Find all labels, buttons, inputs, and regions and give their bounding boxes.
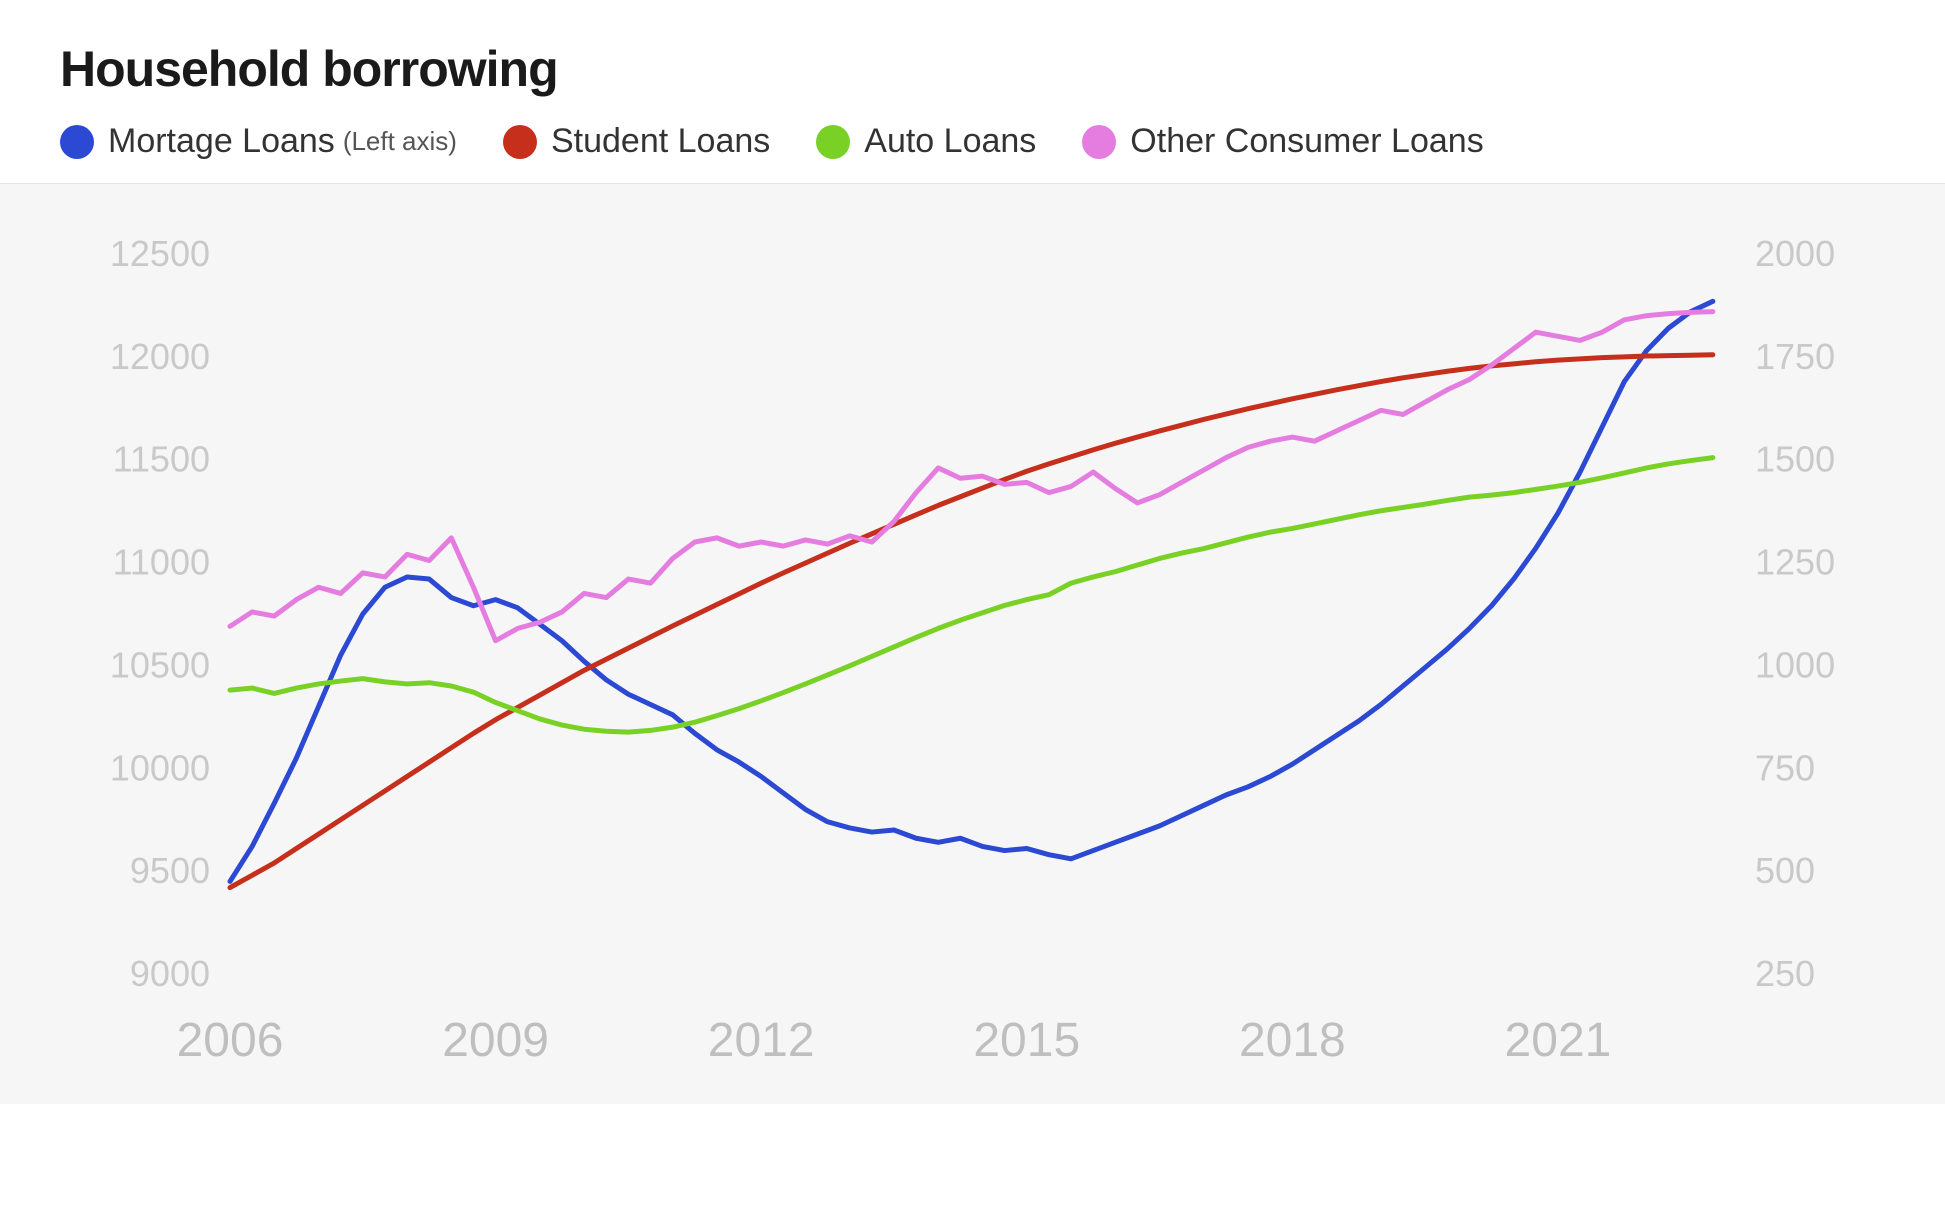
y-left-tick-label: 9500 [130, 850, 210, 891]
y-right-tick-label: 1750 [1755, 336, 1835, 377]
y-right-tick-label: 1500 [1755, 439, 1835, 480]
plot-area: 9000 9500 10000 10500 11000 11500 12000 12500 25… [0, 184, 1945, 1104]
y-left-tick-label: 9000 [130, 953, 210, 994]
y-left-tick-label: 11000 [113, 542, 210, 583]
y-right-tick-label: 500 [1755, 850, 1815, 891]
y-left-tick-label: 12000 [110, 336, 210, 377]
legend-swatch [816, 125, 850, 159]
legend-swatch [503, 125, 537, 159]
y-right-tick-label: 750 [1755, 747, 1815, 788]
x-tick-label: 2018 [1239, 1014, 1346, 1067]
y-left-tick-label: 10500 [110, 644, 210, 685]
x-tick-label: 2015 [973, 1014, 1080, 1067]
series-line [230, 355, 1713, 888]
y-right-tick-label: 1000 [1755, 644, 1835, 685]
series-line [230, 458, 1713, 732]
legend-swatch [60, 125, 94, 159]
y-right-tick-label: 2000 [1755, 233, 1835, 274]
x-tick-label: 2006 [177, 1014, 284, 1067]
series-line [230, 312, 1713, 641]
x-tick-label: 2009 [442, 1014, 549, 1067]
legend-item-auto: Auto Loans [816, 122, 1036, 161]
legend-note: (Left axis) [343, 126, 457, 157]
legend-label: Student Loans [551, 122, 770, 161]
line-chart: 9000 9500 10000 10500 11000 11500 12000 12500 25… [60, 224, 1885, 1084]
legend-item-mortgage: Mortage Loans (Left axis) [60, 122, 457, 161]
legend-item-other: Other Consumer Loans [1082, 122, 1483, 161]
legend-item-student: Student Loans [503, 122, 770, 161]
y-left-tick-label: 10000 [110, 747, 210, 788]
x-tick-label: 2012 [708, 1014, 815, 1067]
y-left-tick-label: 11500 [113, 439, 210, 480]
legend-label: Auto Loans [864, 122, 1036, 161]
y-left-tick-label: 12500 [110, 233, 210, 274]
y-right-tick-label: 250 [1755, 953, 1815, 994]
legend-swatch [1082, 125, 1116, 159]
legend-label: Mortage Loans [108, 122, 335, 161]
legend: Mortage Loans (Left axis) Student Loans … [60, 122, 1895, 161]
x-tick-label: 2021 [1505, 1014, 1612, 1067]
y-right-tick-label: 1250 [1755, 542, 1835, 583]
series-line [230, 301, 1713, 881]
chart-title: Household borrowing [60, 40, 1895, 98]
legend-label: Other Consumer Loans [1130, 122, 1483, 161]
